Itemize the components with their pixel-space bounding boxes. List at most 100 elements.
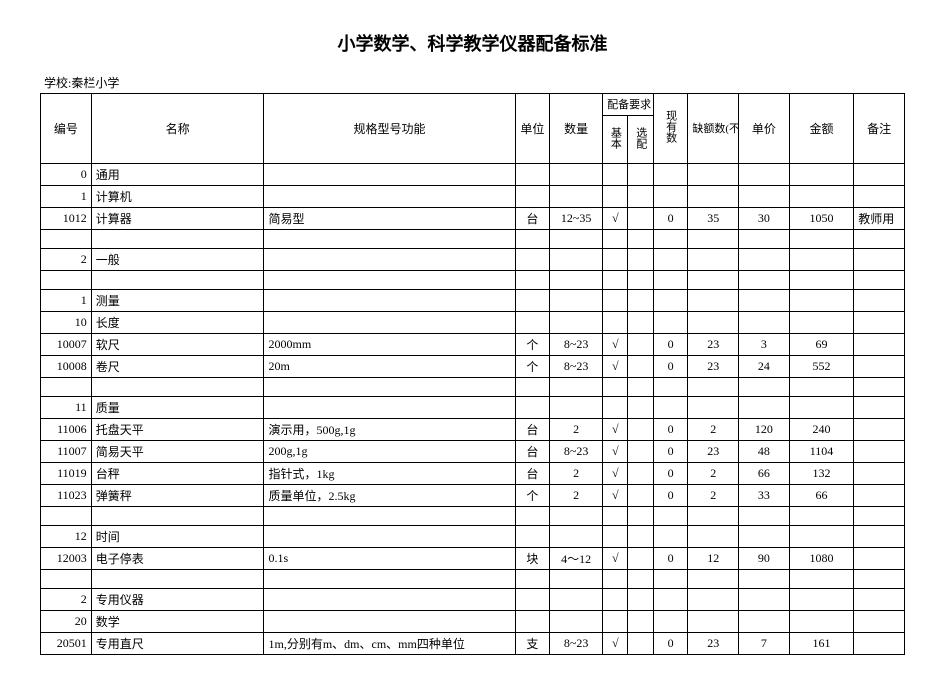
cell-have: 0 (653, 633, 688, 655)
cell-spec (264, 312, 515, 334)
cell-opt (628, 397, 653, 419)
cell-note: 教师用 (854, 208, 905, 230)
table-row: 11质量 (41, 397, 905, 419)
cell-opt (628, 249, 653, 271)
table-row: 12时间 (41, 526, 905, 548)
cell-id: 10008 (41, 356, 92, 378)
cell-amount (789, 290, 854, 312)
cell-basic (603, 589, 628, 611)
cell-id: 11023 (41, 485, 92, 507)
cell-unit: 台 (515, 441, 550, 463)
cell-opt (628, 290, 653, 312)
cell-amount: 1104 (789, 441, 854, 463)
cell-qty: 4～12 (550, 548, 603, 570)
cell-short (688, 186, 739, 208)
cell-id: 11019 (41, 463, 92, 485)
table-header: 编号 名称 规格型号功能 单位 数量 配备要求 现有数 缺额数(不含选配) 单价… (41, 94, 905, 164)
cell-qty (550, 570, 603, 589)
table-row: 11023弹簧秤质量单位，2.5kg个2√023366 (41, 485, 905, 507)
table-row: 0通用 (41, 164, 905, 186)
cell-price: 3 (739, 334, 790, 356)
cell-basic: √ (603, 548, 628, 570)
cell-opt (628, 633, 653, 655)
cell-note (854, 507, 905, 526)
cell-price (739, 570, 790, 589)
cell-short (688, 249, 739, 271)
cell-opt (628, 419, 653, 441)
cell-price: 7 (739, 633, 790, 655)
page-title: 小学数学、科学教学仪器配备标准 (40, 30, 905, 56)
cell-unit: 块 (515, 548, 550, 570)
cell-note (854, 526, 905, 548)
cell-qty (550, 611, 603, 633)
cell-spec: 指针式，1kg (264, 463, 515, 485)
cell-id: 1 (41, 290, 92, 312)
cell-basic (603, 611, 628, 633)
cell-opt (628, 378, 653, 397)
col-name-header: 名称 (91, 94, 264, 164)
cell-unit (515, 589, 550, 611)
cell-price: 66 (739, 463, 790, 485)
cell-basic (603, 271, 628, 290)
table-row: 10008卷尺20m个8~23√02324552 (41, 356, 905, 378)
table-row (41, 230, 905, 249)
cell-note (854, 312, 905, 334)
cell-amount (789, 249, 854, 271)
cell-name: 专用直尺 (91, 633, 264, 655)
cell-spec (264, 249, 515, 271)
table-row: 1计算机 (41, 186, 905, 208)
cell-opt (628, 611, 653, 633)
cell-qty (550, 589, 603, 611)
cell-spec: 1m,分别有m、dm、cm、mm四种单位 (264, 633, 515, 655)
cell-id (41, 271, 92, 290)
cell-short: 2 (688, 485, 739, 507)
cell-qty (550, 290, 603, 312)
table-row: 10007软尺2000mm个8~23√023369 (41, 334, 905, 356)
cell-spec (264, 611, 515, 633)
cell-price: 30 (739, 208, 790, 230)
cell-basic (603, 164, 628, 186)
cell-short (688, 271, 739, 290)
cell-short: 23 (688, 334, 739, 356)
cell-have (653, 290, 688, 312)
cell-have (653, 164, 688, 186)
cell-have (653, 611, 688, 633)
cell-qty (550, 249, 603, 271)
cell-spec: 2000mm (264, 334, 515, 356)
cell-have (653, 249, 688, 271)
cell-short: 2 (688, 419, 739, 441)
cell-price (739, 164, 790, 186)
cell-unit (515, 164, 550, 186)
cell-price (739, 507, 790, 526)
cell-basic (603, 397, 628, 419)
cell-price (739, 290, 790, 312)
cell-basic: √ (603, 485, 628, 507)
cell-amount (789, 507, 854, 526)
cell-amount: 1080 (789, 548, 854, 570)
table-row: 11006托盘天平演示用，500g,1g台2√02120240 (41, 419, 905, 441)
cell-spec (264, 507, 515, 526)
cell-note (854, 356, 905, 378)
col-unit-header: 单位 (515, 94, 550, 164)
cell-name: 通用 (91, 164, 264, 186)
cell-have (653, 397, 688, 419)
cell-have (653, 570, 688, 589)
school-label: 学校:秦栏小学 (40, 74, 905, 91)
cell-qty (550, 507, 603, 526)
cell-id: 0 (41, 164, 92, 186)
cell-spec (264, 397, 515, 419)
cell-spec: 0.1s (264, 548, 515, 570)
table-row: 1测量 (41, 290, 905, 312)
cell-have: 0 (653, 334, 688, 356)
cell-basic (603, 249, 628, 271)
table-row: 10长度 (41, 312, 905, 334)
cell-unit (515, 378, 550, 397)
cell-note (854, 441, 905, 463)
cell-short: 23 (688, 441, 739, 463)
cell-opt (628, 334, 653, 356)
cell-note (854, 164, 905, 186)
cell-basic (603, 526, 628, 548)
cell-name: 数学 (91, 611, 264, 633)
cell-opt (628, 271, 653, 290)
basic-text: 基本 (609, 127, 621, 149)
